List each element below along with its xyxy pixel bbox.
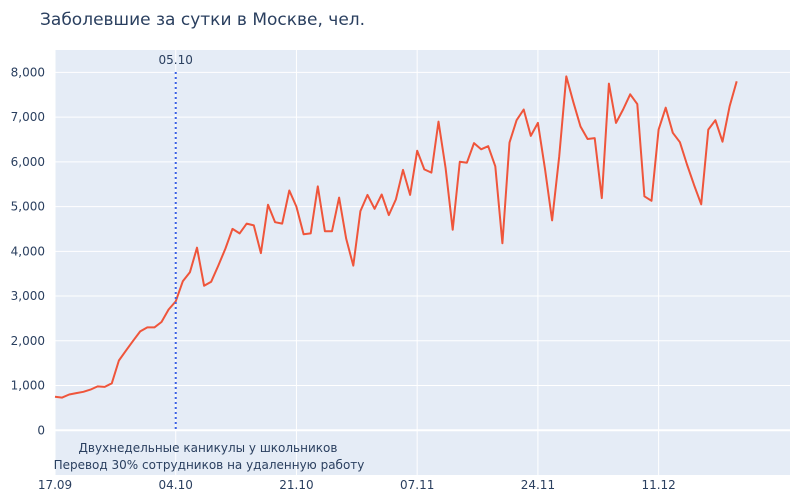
event-annotation-text: Перевод 30% сотрудников на удаленную раб… (54, 458, 365, 472)
annotations: 05.10 Двухнедельные каникулы у школьников… (54, 53, 365, 472)
plot-background (55, 50, 790, 475)
event-marker-label: 05.10 (159, 53, 193, 67)
y-tick-label: 4,000 (11, 244, 45, 258)
event-annotation-text: Двухнедельные каникулы у школьников (79, 441, 338, 455)
x-tick-label: 07.11 (400, 478, 434, 492)
y-tick-label: 1,000 (11, 379, 45, 393)
series-layer (54, 75, 738, 399)
x-tick-label: 04.10 (159, 478, 193, 492)
series-line (54, 75, 738, 399)
x-tick-label: 17.09 (38, 478, 72, 492)
y-tick-label: 7,000 (11, 110, 45, 124)
chart-title: Заболевшие за сутки в Москве, чел. (40, 10, 365, 30)
y-tick-label: 8,000 (11, 65, 45, 79)
y-axis: 0 1,000 2,000 3,000 4,000 5,000 6,000 7,000 8,00… (11, 65, 45, 437)
y-tick-label: 5,000 (11, 200, 45, 214)
x-axis: 17.09 04.10 21.10 07.11 24.11 11.12 (38, 478, 676, 492)
x-tick-label: 21.10 (279, 478, 313, 492)
y-tick-label: 3,000 (11, 289, 45, 303)
x-tick-label: 11.12 (641, 478, 675, 492)
y-tick-label: 0 (37, 423, 45, 437)
y-tick-label: 2,000 (11, 334, 45, 348)
x-tick-label: 24.11 (521, 478, 555, 492)
gridlines (54, 50, 790, 475)
y-tick-label: 6,000 (11, 155, 45, 169)
